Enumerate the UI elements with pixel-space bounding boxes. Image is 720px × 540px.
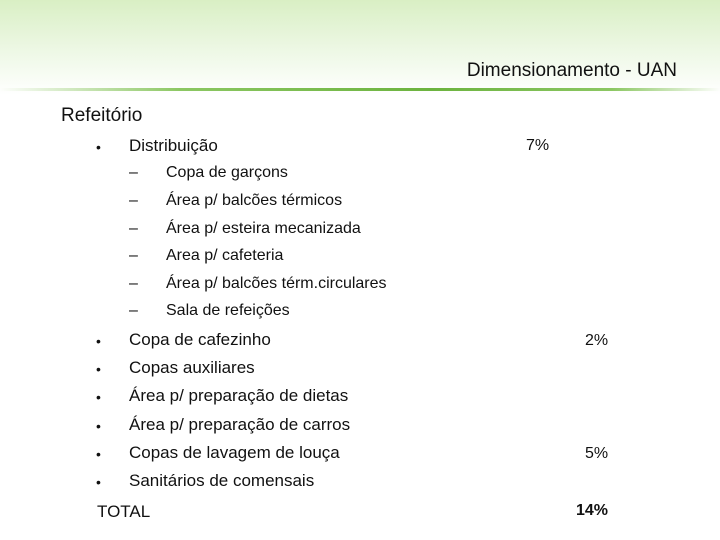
dash-icon: – bbox=[129, 164, 138, 181]
item-preparacao-carros: Área p/ preparação de carros bbox=[129, 415, 351, 434]
section-heading: Refeitório bbox=[61, 105, 143, 126]
item-copa-cafezinho-value: 2% bbox=[585, 332, 609, 349]
header-divider bbox=[0, 88, 720, 91]
dash-icon: – bbox=[129, 220, 138, 237]
total-value: 14% bbox=[576, 502, 609, 519]
item-copa-cafezinho: Copa de cafezinho bbox=[129, 330, 271, 349]
dash-icon: – bbox=[129, 247, 138, 264]
slide-title: Dimensionamento - UAN bbox=[466, 60, 677, 81]
item-sanitarios: Sanitários de comensais bbox=[129, 471, 315, 490]
dash-icon: – bbox=[129, 302, 138, 319]
bullet-icon: • bbox=[96, 474, 101, 490]
item-distribuicao-value: 7% bbox=[526, 137, 550, 154]
total-label: TOTAL bbox=[97, 502, 151, 521]
subitem-copa-garcons: Copa de garçons bbox=[166, 164, 288, 181]
subitem-balcoes-termicos: Área p/ balcões térmicos bbox=[166, 192, 343, 209]
bullet-icon: • bbox=[96, 446, 101, 462]
bullet-icon: • bbox=[96, 361, 101, 377]
bullet-icon: • bbox=[96, 139, 101, 155]
subitem-sala-refeicoes: Sala de refeições bbox=[166, 302, 290, 319]
subitem-cafeteria: Area p/ cafeteria bbox=[166, 247, 284, 264]
bullet-icon: • bbox=[96, 389, 101, 405]
header-banner bbox=[0, 0, 720, 95]
item-lavagem-louca-value: 5% bbox=[585, 445, 609, 462]
item-copas-auxiliares: Copas auxiliares bbox=[129, 358, 255, 377]
item-preparacao-dietas: Área p/ preparação de dietas bbox=[129, 386, 349, 405]
item-distribuicao: Distribuição bbox=[129, 136, 218, 155]
subitem-esteira: Área p/ esteira mecanizada bbox=[166, 220, 361, 237]
bullet-icon: • bbox=[96, 418, 101, 434]
item-lavagem-louca: Copas de lavagem de louça bbox=[129, 443, 340, 462]
bullet-icon: • bbox=[96, 333, 101, 349]
dash-icon: – bbox=[129, 192, 138, 209]
dash-icon: – bbox=[129, 275, 138, 292]
subitem-balcoes-circulares: Área p/ balcões térm.circulares bbox=[166, 275, 387, 292]
